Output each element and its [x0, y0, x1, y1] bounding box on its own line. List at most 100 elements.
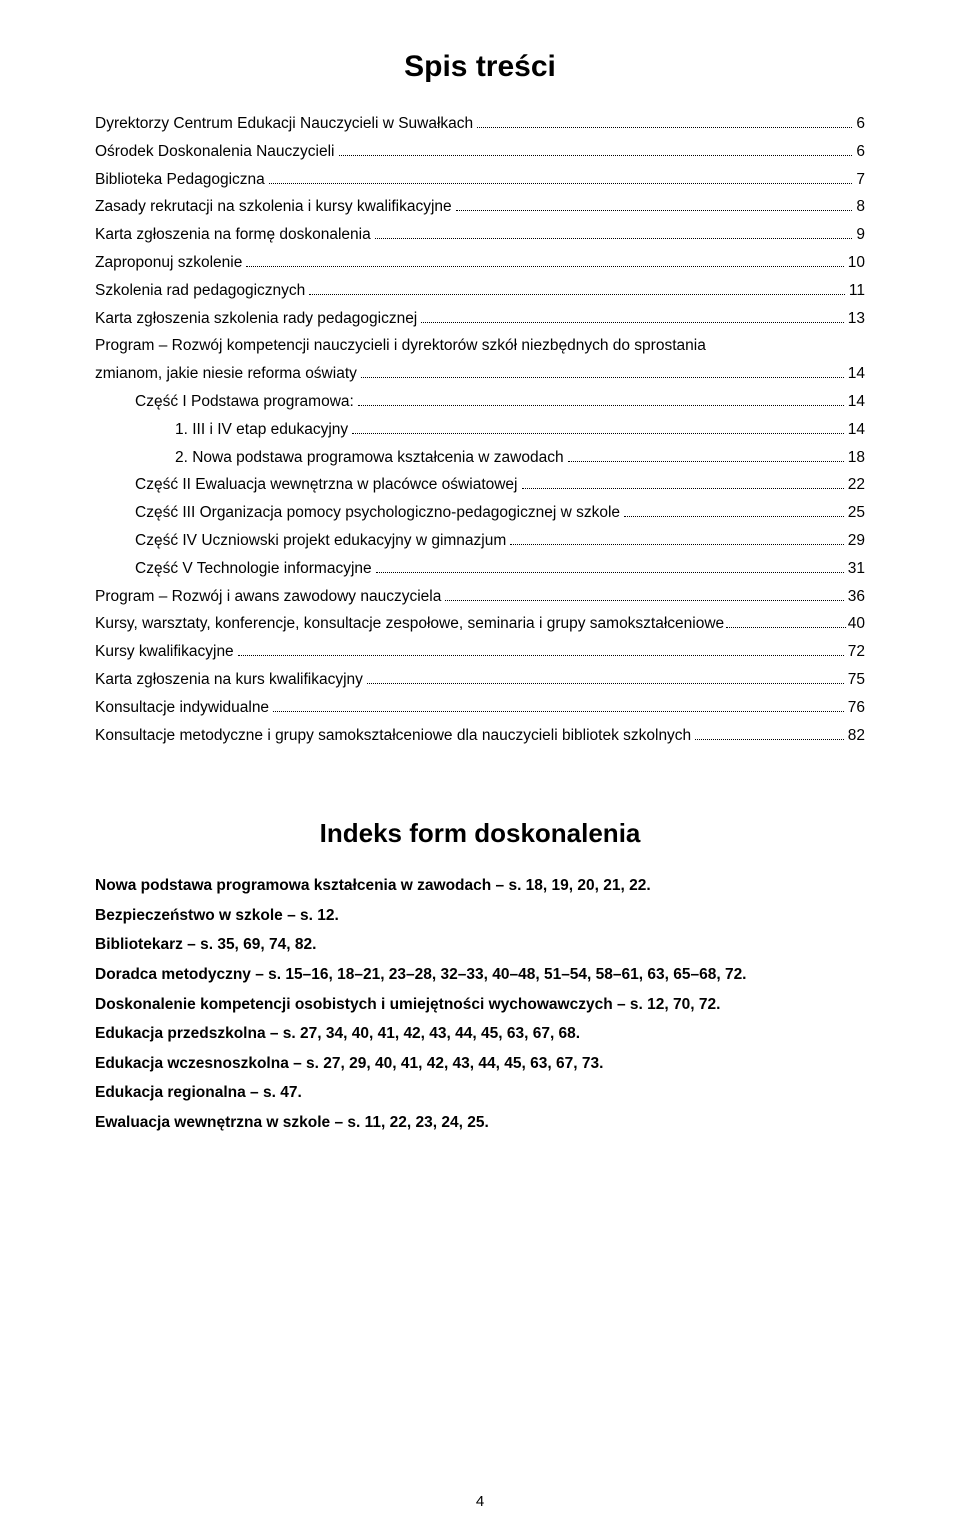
toc-page-number: 76 — [848, 696, 865, 721]
index-entry: Doradca metodyczny – s. 15–16, 18–21, 23… — [95, 962, 865, 988]
index-entry: Edukacja wczesnoszkolna – s. 27, 29, 40,… — [95, 1051, 865, 1077]
index-title: Indeks form doskonalenia — [95, 818, 865, 849]
dot-leader — [309, 294, 845, 295]
toc-page-number: 14 — [848, 362, 865, 387]
table-of-contents: Dyrektorzy Centrum Edukacji Nauczycieli … — [95, 112, 865, 748]
toc-entry: 2. Nowa podstawa programowa kształcenia … — [95, 446, 865, 471]
dot-leader — [726, 627, 846, 628]
dot-leader — [339, 155, 853, 156]
toc-label: Zasady rekrutacji na szkolenia i kursy k… — [95, 195, 452, 220]
toc-page-number: 8 — [856, 195, 865, 220]
dot-leader — [361, 377, 844, 378]
toc-page-number: 7 — [856, 168, 865, 193]
toc-label: Zaproponuj szkolenie — [95, 251, 242, 276]
index-entry: Edukacja regionalna – s. 47. — [95, 1080, 865, 1106]
toc-page-number: 72 — [848, 640, 865, 665]
page-number: 4 — [0, 1493, 960, 1510]
toc-page-number: 11 — [849, 279, 865, 304]
dot-leader — [477, 127, 852, 128]
toc-label: Część III Organizacja pomocy psychologic… — [135, 501, 620, 526]
page-title: Spis treści — [95, 50, 865, 84]
toc-entry: Szkolenia rad pedagogicznych 11 — [95, 279, 865, 304]
toc-page-number: 9 — [856, 223, 865, 248]
toc-page-number: 13 — [848, 307, 865, 332]
dot-leader — [269, 183, 853, 184]
toc-entry: 1. III i IV etap edukacyjny 14 — [95, 418, 865, 443]
dot-leader — [695, 739, 844, 740]
dot-leader — [238, 655, 844, 656]
toc-entry: Biblioteka Pedagogiczna7 — [95, 168, 865, 193]
toc-page-number: 6 — [856, 112, 865, 137]
toc-entry: Program – Rozwój i awans zawodowy nauczy… — [95, 585, 865, 610]
toc-page-number: 22 — [848, 473, 865, 498]
toc-entry: Część V Technologie informacyjne 31 — [95, 557, 865, 582]
toc-entry: Część III Organizacja pomocy psychologic… — [95, 501, 865, 526]
toc-page-number: 25 — [848, 501, 865, 526]
toc-page-number: 31 — [848, 557, 865, 582]
dot-leader — [510, 544, 843, 545]
dot-leader — [352, 433, 844, 434]
dot-leader — [358, 405, 844, 406]
index-entry: Bezpieczeństwo w szkole – s. 12. — [95, 903, 865, 929]
dot-leader — [445, 600, 843, 601]
index-entry: Ewaluacja wewnętrzna w szkole – s. 11, 2… — [95, 1110, 865, 1136]
dot-leader — [522, 488, 844, 489]
toc-label: Konsultacje metodyczne i grupy samokszta… — [95, 724, 691, 749]
toc-entry: Ośrodek Doskonalenia Nauczycieli6 — [95, 140, 865, 165]
toc-label: Część V Technologie informacyjne — [135, 557, 372, 582]
toc-label: 1. III i IV etap edukacyjny — [175, 418, 348, 443]
index-entry: Edukacja przedszkolna – s. 27, 34, 40, 4… — [95, 1021, 865, 1047]
toc-label: Dyrektorzy Centrum Edukacji Nauczycieli … — [95, 112, 473, 137]
toc-page-number: 10 — [848, 251, 865, 276]
dot-leader — [624, 516, 844, 517]
toc-label: Część II Ewaluacja wewnętrzna w placówce… — [135, 473, 518, 498]
toc-page-number: 36 — [848, 585, 865, 610]
toc-entry: Część I Podstawa programowa: 14 — [95, 390, 865, 415]
toc-label: Część IV Uczniowski projekt edukacyjny w… — [135, 529, 506, 554]
toc-entry: Część IV Uczniowski projekt edukacyjny w… — [95, 529, 865, 554]
dot-leader — [367, 683, 844, 684]
toc-entry: Konsultacje metodyczne i grupy samokszta… — [95, 724, 865, 749]
index-entry: Doskonalenie kompetencji osobistych i um… — [95, 992, 865, 1018]
toc-page-number: 82 — [848, 724, 865, 749]
toc-page-number: 40 — [848, 612, 865, 637]
dot-leader — [456, 210, 853, 211]
toc-label: Szkolenia rad pedagogicznych — [95, 279, 305, 304]
toc-label: Kursy kwalifikacyjne — [95, 640, 234, 665]
toc-label: Kursy, warsztaty, konferencje, konsultac… — [95, 612, 724, 637]
toc-entry: Kursy, warsztaty, konferencje, konsultac… — [95, 612, 865, 637]
toc-label: 2. Nowa podstawa programowa kształcenia … — [175, 446, 564, 471]
index-list: Nowa podstawa programowa kształcenia w z… — [95, 873, 865, 1135]
dot-leader — [376, 572, 844, 573]
dot-leader — [273, 711, 844, 712]
toc-page-number: 75 — [848, 668, 865, 693]
toc-page-number: 14 — [848, 390, 865, 415]
index-entry: Bibliotekarz – s. 35, 69, 74, 82. — [95, 932, 865, 958]
toc-label: Program – Rozwój i awans zawodowy nauczy… — [95, 585, 441, 610]
toc-label: Program – Rozwój kompetencji nauczycieli… — [95, 334, 865, 359]
toc-page-number: 14 — [848, 418, 865, 443]
toc-label: Konsultacje indywidualne — [95, 696, 269, 721]
toc-entry: Kursy kwalifikacyjne 72 — [95, 640, 865, 665]
toc-page-number: 29 — [848, 529, 865, 554]
index-entry: Nowa podstawa programowa kształcenia w z… — [95, 873, 865, 899]
toc-label: Karta zgłoszenia szkolenia rady pedagogi… — [95, 307, 417, 332]
toc-entry: Karta zgłoszenia na kurs kwalifikacyjny 7… — [95, 668, 865, 693]
toc-entry: Zasady rekrutacji na szkolenia i kursy k… — [95, 195, 865, 220]
dot-leader — [375, 238, 853, 239]
toc-entry: Dyrektorzy Centrum Edukacji Nauczycieli … — [95, 112, 865, 137]
toc-entry: Karta zgłoszenia na formę doskonalenia 9 — [95, 223, 865, 248]
toc-entry: Część II Ewaluacja wewnętrzna w placówce… — [95, 473, 865, 498]
toc-entry: Karta zgłoszenia szkolenia rady pedagogi… — [95, 307, 865, 332]
dot-leader — [246, 266, 843, 267]
toc-label: Karta zgłoszenia na kurs kwalifikacyjny — [95, 668, 363, 693]
dot-leader — [421, 322, 843, 323]
toc-label: Karta zgłoszenia na formę doskonalenia — [95, 223, 371, 248]
document-page: Spis treści Dyrektorzy Centrum Edukacji … — [0, 0, 960, 1530]
toc-label: Część I Podstawa programowa: — [135, 390, 354, 415]
toc-entry: Zaproponuj szkolenie 10 — [95, 251, 865, 276]
toc-label: zmianom, jakie niesie reforma oświaty — [95, 362, 357, 387]
dot-leader — [568, 461, 844, 462]
toc-page-number: 18 — [848, 446, 865, 471]
toc-label: Ośrodek Doskonalenia Nauczycieli — [95, 140, 335, 165]
